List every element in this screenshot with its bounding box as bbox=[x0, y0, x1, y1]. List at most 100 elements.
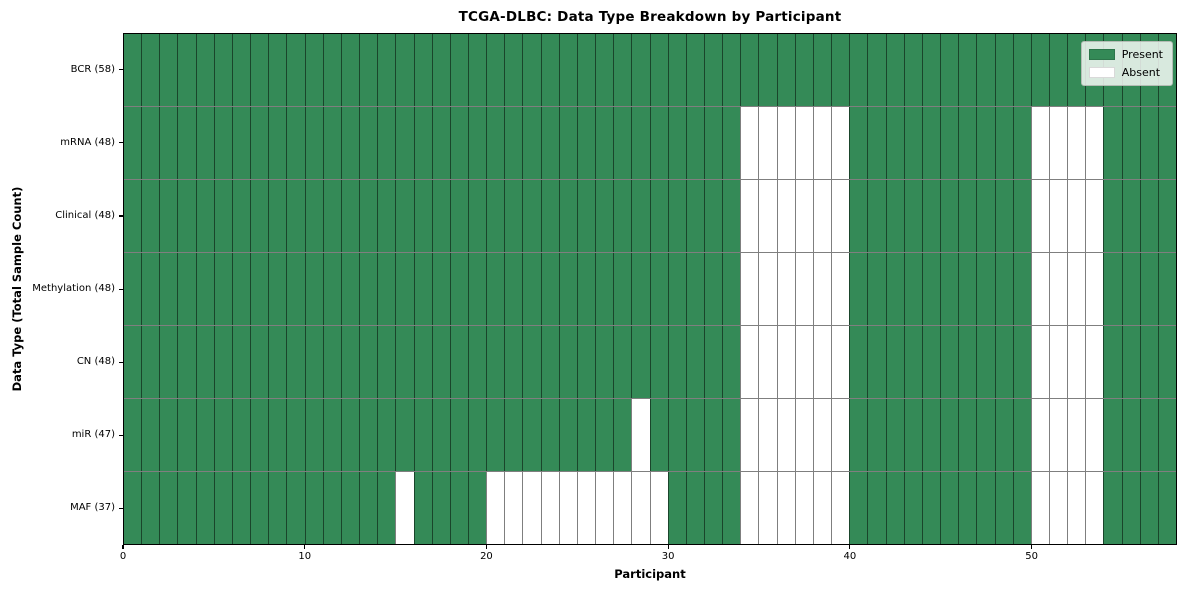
heatmap-cell-present bbox=[722, 34, 741, 106]
heatmap-cell-present bbox=[921, 326, 941, 398]
heatmap-cell-absent bbox=[831, 180, 850, 252]
heatmap-cell-present bbox=[722, 326, 741, 398]
legend: Present Absent bbox=[1080, 41, 1173, 86]
heatmap-cell-present bbox=[921, 399, 941, 471]
heatmap-cell-present bbox=[268, 253, 287, 325]
heatmap-cell-absent bbox=[1085, 472, 1104, 544]
heatmap-cell-present bbox=[885, 253, 904, 325]
heatmap-cell-present bbox=[885, 472, 904, 544]
heatmap-cell-absent bbox=[1085, 180, 1104, 252]
y-tick-label: CN (48) bbox=[76, 356, 115, 368]
heatmap-cell-present bbox=[413, 399, 432, 471]
heatmap-cell-present bbox=[159, 107, 178, 179]
y-tick-mark bbox=[119, 215, 123, 217]
x-tick-label: 10 bbox=[298, 551, 312, 562]
heatmap-cell-present bbox=[141, 253, 160, 325]
heatmap-cell-present bbox=[921, 253, 941, 325]
x-tick-mark bbox=[1031, 545, 1033, 549]
heatmap-cell-present bbox=[522, 399, 541, 471]
heatmap-cell-absent bbox=[740, 107, 759, 179]
heatmap-cell-present bbox=[1103, 399, 1122, 471]
heatmap-cell-present bbox=[486, 326, 505, 398]
heatmap-cell-present bbox=[431, 34, 450, 106]
heatmap-cell-absent bbox=[631, 399, 650, 471]
heatmap-cell-present bbox=[1157, 399, 1177, 471]
heatmap-cell-absent bbox=[1085, 253, 1104, 325]
heatmap-cell-present bbox=[1139, 180, 1158, 252]
heatmap-cell-present bbox=[286, 472, 305, 544]
heatmap-cell-present bbox=[486, 107, 505, 179]
heatmap-cell-present bbox=[903, 472, 922, 544]
heatmap-cell-present bbox=[141, 399, 160, 471]
x-axis-title: Participant bbox=[614, 567, 686, 581]
heatmap-cell-present bbox=[124, 472, 142, 544]
heatmap-cell-present bbox=[867, 399, 886, 471]
heatmap-cell-absent bbox=[794, 107, 813, 179]
heatmap-cell-present bbox=[322, 399, 341, 471]
heatmap-cell-present bbox=[576, 399, 596, 471]
heatmap-cell-present bbox=[322, 326, 341, 398]
heatmap-cell-present bbox=[976, 326, 995, 398]
heatmap-cell-present bbox=[685, 180, 704, 252]
heatmap-cell-present bbox=[141, 34, 160, 106]
heatmap-cell-present bbox=[213, 472, 232, 544]
heatmap-cell-present bbox=[504, 180, 523, 252]
heatmap-cell-present bbox=[758, 34, 777, 106]
heatmap-cell-present bbox=[195, 399, 214, 471]
heatmap-cell-present bbox=[159, 472, 178, 544]
heatmap-cell-absent bbox=[776, 472, 795, 544]
heatmap-cell-absent bbox=[1067, 399, 1086, 471]
heatmap-cell-absent bbox=[740, 180, 759, 252]
heatmap-cell-present bbox=[667, 180, 686, 252]
heatmap-cell-present bbox=[903, 326, 922, 398]
heatmap-cell-present bbox=[195, 472, 214, 544]
heatmap-cell-present bbox=[159, 180, 178, 252]
heatmap-cell-present bbox=[595, 399, 614, 471]
heatmap-cell-present bbox=[1121, 253, 1140, 325]
heatmap-cell-present bbox=[359, 107, 378, 179]
heatmap-cell-absent bbox=[812, 107, 832, 179]
heatmap-cell-present bbox=[685, 326, 704, 398]
heatmap-cell-present bbox=[1012, 107, 1031, 179]
y-tick-mark bbox=[119, 434, 123, 436]
heatmap-cell-present bbox=[213, 253, 232, 325]
heatmap-cell-present bbox=[722, 399, 741, 471]
heatmap-cell-present bbox=[1030, 34, 1049, 106]
heatmap-cell-present bbox=[631, 253, 650, 325]
heatmap-cell-present bbox=[1103, 472, 1122, 544]
heatmap-cell-present bbox=[958, 399, 977, 471]
heatmap-cell-present bbox=[395, 253, 414, 325]
heatmap-cell-present bbox=[576, 253, 596, 325]
heatmap-cell-present bbox=[268, 472, 287, 544]
heatmap-cell-present bbox=[958, 472, 977, 544]
heatmap-cell-present bbox=[486, 253, 505, 325]
heatmap-cell-absent bbox=[740, 399, 759, 471]
heatmap-cell-present bbox=[413, 253, 432, 325]
heatmap-cell-present bbox=[540, 326, 559, 398]
heatmap-cell-present bbox=[704, 107, 723, 179]
heatmap-cell-present bbox=[958, 34, 977, 106]
heatmap-cell-present bbox=[558, 107, 577, 179]
y-tick-mark bbox=[119, 507, 123, 510]
heatmap-cell-present bbox=[431, 472, 450, 544]
heatmap-row bbox=[124, 179, 1177, 252]
heatmap-row bbox=[124, 106, 1177, 179]
heatmap-cell-absent bbox=[1067, 107, 1086, 179]
heatmap-cell-present bbox=[649, 34, 668, 106]
heatmap-cell-absent bbox=[812, 472, 832, 544]
y-tick-mark bbox=[119, 288, 123, 290]
heatmap-cell-present bbox=[213, 399, 232, 471]
heatmap-cell-present bbox=[685, 34, 704, 106]
heatmap-cell-present bbox=[685, 107, 704, 179]
heatmap-cell-present bbox=[268, 180, 287, 252]
legend-item-present: Present bbox=[1088, 48, 1163, 61]
heatmap-cell-present bbox=[413, 180, 432, 252]
present-swatch-icon bbox=[1088, 49, 1115, 60]
x-tick-label: 50 bbox=[1025, 551, 1038, 562]
heatmap-row bbox=[124, 325, 1177, 398]
heatmap-cell-present bbox=[1157, 472, 1177, 544]
heatmap-cell-present bbox=[268, 34, 287, 106]
heatmap-cell-absent bbox=[395, 472, 414, 544]
heatmap-cell-present bbox=[177, 472, 196, 544]
heatmap-cell-present bbox=[449, 107, 468, 179]
